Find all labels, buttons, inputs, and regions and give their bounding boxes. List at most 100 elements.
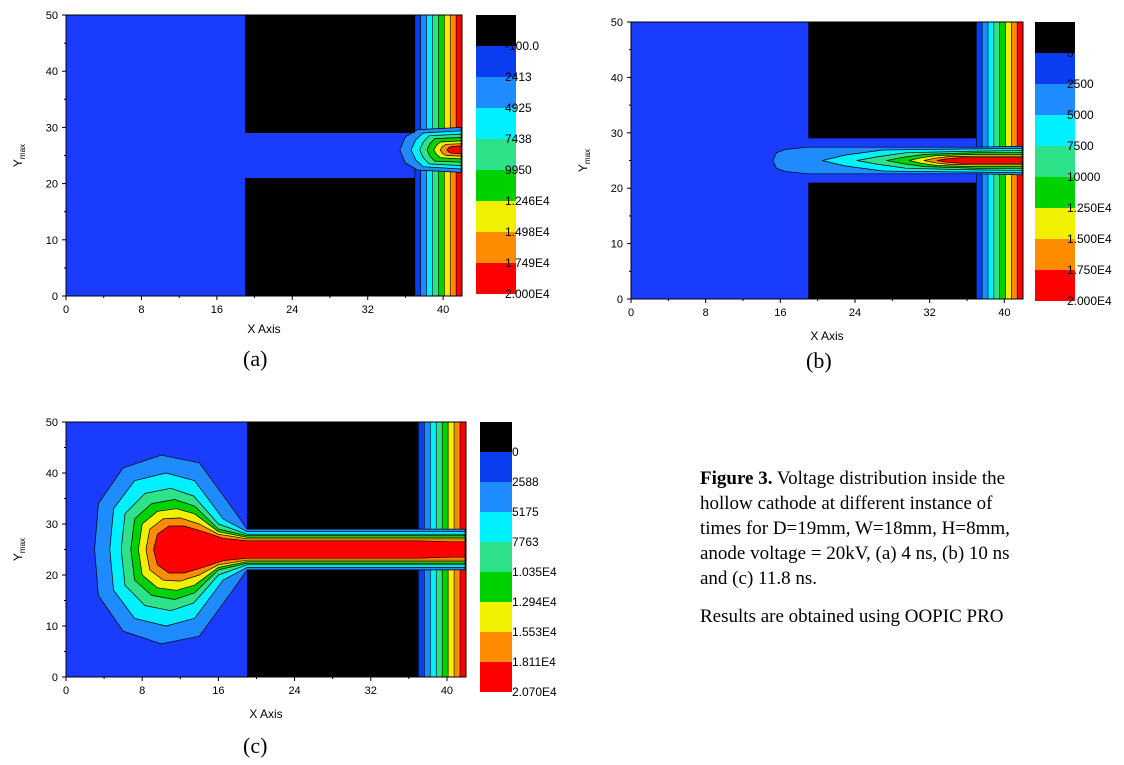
colorbar: -100.0 2413 4925 7438 9950 1.246E4 1.498E4 1.74… xyxy=(476,15,550,301)
caption-line-1: Figure 3. Voltage distribution inside th… xyxy=(700,466,1124,491)
colorbar-label: 10000 xyxy=(1067,170,1101,184)
colorbar-label: 1.750E4 xyxy=(1067,263,1112,277)
x-tick-label: 40 xyxy=(437,304,449,316)
panel-b-label: (b) xyxy=(806,348,832,373)
y-tick-label: 50 xyxy=(46,10,58,22)
colorbar-label: 7763 xyxy=(512,535,539,549)
x-axis-label: X Axis xyxy=(810,329,843,343)
contour-panel-b: 0 8 16 24 32 40 0 10 20 30 40 50 X Axis Ymax 0 2500 5000… xyxy=(576,17,1112,343)
caption-line-2: hollow cathode at different instance of xyxy=(700,493,993,514)
panel-a-label: (a) xyxy=(243,346,268,371)
y-tick-label: 0 xyxy=(52,672,58,684)
x-tick-label: 16 xyxy=(211,304,223,316)
colorbar-label: 1.250E4 xyxy=(1067,201,1112,215)
x-tick-label: 24 xyxy=(286,304,298,316)
x-axis-label: X Axis xyxy=(249,707,282,721)
caption-note: Results are obtained using OOPIC PRO xyxy=(700,606,1004,627)
colorbar-label: 7438 xyxy=(505,132,532,146)
colorbar-swatch-8 xyxy=(476,263,516,294)
x-tick-label: 8 xyxy=(138,304,144,316)
colorbar-label: 0 xyxy=(512,445,519,459)
x-tick-label: 16 xyxy=(212,685,224,697)
colorbar-label: 5000 xyxy=(1067,108,1094,122)
colorbar-swatch-8 xyxy=(1035,270,1075,301)
x-tick-label: 0 xyxy=(63,685,69,697)
cathode-lower-block xyxy=(245,177,415,296)
x-tick-label: 40 xyxy=(998,307,1010,319)
colorbar-swatch-7 xyxy=(476,232,516,263)
contour-level-8 xyxy=(446,145,462,155)
colorbar-label: 2588 xyxy=(512,475,539,489)
colorbar: 0 2500 5000 7500 10000 1.250E4 1.500E4 1.750E4 2… xyxy=(1035,22,1112,308)
plot-area xyxy=(66,15,462,296)
x-tick-label: 32 xyxy=(365,685,377,697)
x-tick-label: 16 xyxy=(774,307,786,319)
y-tick-label: 10 xyxy=(46,621,58,633)
colorbar-label: 2413 xyxy=(505,70,532,84)
colorbar-label: 1.553E4 xyxy=(512,625,557,639)
figure-caption: Figure 3. Voltage distribution inside th… xyxy=(700,466,1124,666)
colorbar-swatch-0 xyxy=(476,15,516,46)
x-tick-label: 8 xyxy=(703,307,709,319)
cathode-lower-block xyxy=(246,569,419,677)
colorbar-label: 5175 xyxy=(512,505,539,519)
contour-level-8 xyxy=(153,525,466,574)
colorbar-swatch-2 xyxy=(476,77,516,108)
panel-c-label: (c) xyxy=(243,733,268,758)
colorbar-swatch-6 xyxy=(476,201,516,232)
contour-level-8 xyxy=(936,157,1023,164)
colorbar-swatch-5 xyxy=(480,572,512,602)
colorbar-label: 2.070E4 xyxy=(512,685,557,699)
cathode-lower-block xyxy=(808,182,977,299)
y-axis-label: Ymax xyxy=(11,144,27,167)
x-tick-label: 0 xyxy=(63,304,69,316)
colorbar-label: 2500 xyxy=(1067,77,1094,91)
colorbar-swatch-3 xyxy=(480,512,512,542)
colorbar-swatch-1 xyxy=(1035,53,1075,84)
y-tick-label: 20 xyxy=(46,570,58,582)
colorbar-swatch-6 xyxy=(480,602,512,632)
y-tick-label: 40 xyxy=(46,468,58,480)
x-tick-label: 0 xyxy=(628,307,634,319)
colorbar-swatch-4 xyxy=(476,139,516,170)
caption-text-1: Voltage distribution inside the xyxy=(772,468,1006,489)
y-tick-label: 30 xyxy=(46,519,58,531)
colorbar-swatch-7 xyxy=(1035,239,1075,270)
colorbar-swatch-4 xyxy=(480,542,512,572)
colorbar-swatch-3 xyxy=(1035,115,1075,146)
caption-line-5: and (c) 11.8 ns. xyxy=(700,568,817,589)
colorbar-swatch-1 xyxy=(476,46,516,77)
colorbar-swatch-8 xyxy=(480,662,512,692)
x-tick-label: 32 xyxy=(924,307,936,319)
colorbar-swatch-1 xyxy=(480,452,512,482)
x-tick-label: 24 xyxy=(849,307,861,319)
colorbar-swatch-3 xyxy=(476,108,516,139)
colorbar-swatch-6 xyxy=(1035,208,1075,239)
colorbar-label: 4925 xyxy=(505,101,532,115)
cathode-upper-block xyxy=(246,422,419,530)
colorbar-label: 1.035E4 xyxy=(512,565,557,579)
colorbar-label: 2.000E4 xyxy=(505,287,550,301)
y-tick-label: 30 xyxy=(611,128,623,140)
y-tick-label: 0 xyxy=(52,291,58,303)
caption-line-4: anode voltage = 20kV, (a) 4 ns, (b) 10 n… xyxy=(700,543,1010,564)
colorbar-label: 9950 xyxy=(505,163,532,177)
colorbar-swatch-4 xyxy=(1035,146,1075,177)
colorbar-label: 1.294E4 xyxy=(512,595,557,609)
caption-label: Figure 3. xyxy=(700,468,773,489)
cathode-upper-block xyxy=(245,15,415,134)
colorbar-label: -100.0 xyxy=(505,39,539,53)
cathode-upper-block xyxy=(808,22,977,139)
x-tick-label: 24 xyxy=(288,685,300,697)
x-tick-label: 8 xyxy=(139,685,145,697)
y-tick-label: 30 xyxy=(46,122,58,134)
colorbar-label: 1.749E4 xyxy=(505,256,550,270)
colorbar-label: 7500 xyxy=(1067,139,1094,153)
x-tick-label: 32 xyxy=(362,304,374,316)
plot-area xyxy=(631,22,1023,299)
y-tick-label: 50 xyxy=(46,417,58,429)
colorbar-swatch-2 xyxy=(480,482,512,512)
y-axis-label: Ymax xyxy=(11,538,27,561)
colorbar-label: 1.246E4 xyxy=(505,194,550,208)
colorbar-swatch-0 xyxy=(1035,22,1075,53)
